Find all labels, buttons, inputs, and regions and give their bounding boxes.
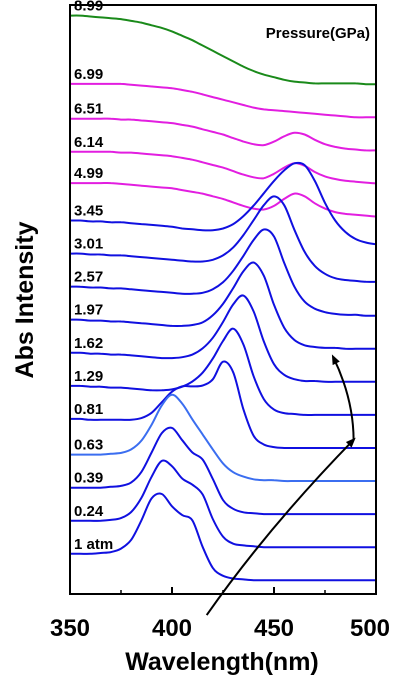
- spectrum-line-6.14: [70, 150, 377, 185]
- y-axis-title: Abs Intensity: [11, 221, 39, 378]
- series-label: 6.99: [74, 66, 103, 83]
- x-tick-label: 400: [152, 615, 192, 642]
- spectrum-line-1.29: [69, 327, 376, 416]
- series-label: 3.01: [74, 236, 103, 253]
- x-tick-label: 450: [254, 615, 294, 642]
- spectrum-line-1.97: [69, 261, 376, 350]
- spectrum-line-3.45: [69, 161, 377, 246]
- pressure-shift-arrow: [205, 437, 356, 616]
- spectrum-line-6.99: [69, 82, 376, 119]
- x-tick-label: 500: [350, 615, 390, 642]
- spectrum-line-1-atm: [69, 492, 376, 582]
- series-label: 0.63: [74, 437, 103, 454]
- series-label: 3.45: [74, 203, 103, 220]
- spectrum-line-4.99: [70, 182, 377, 218]
- spectrum-line-3.01: [69, 195, 377, 283]
- series-label: 4.99: [74, 165, 103, 182]
- spectrum-line-6.51: [69, 117, 377, 152]
- spectrum-line-8.99: [69, 14, 377, 86]
- series-label: 0.39: [74, 470, 103, 487]
- spectrum-line-0.81: [69, 360, 376, 450]
- series-label: 6.51: [74, 101, 103, 118]
- legend-title: Pressure(GPa): [266, 25, 370, 42]
- pressure-shift-arrow: [331, 354, 355, 440]
- series-layer: [69, 14, 377, 582]
- series-label: 1 atm: [74, 536, 113, 553]
- spectrum-line-0.39: [69, 426, 376, 516]
- x-axis-title: Wavelength(nm): [125, 648, 319, 676]
- series-label: 0.24: [74, 503, 104, 520]
- spectrum-line-0.24: [70, 459, 377, 549]
- series-label: 6.14: [74, 134, 104, 151]
- spectrum-line-0.63: [70, 393, 376, 483]
- series-label: 8.99: [74, 0, 103, 15]
- spectrum-line-1.62: [69, 294, 376, 383]
- x-tick-layer: 350 400 450 500: [50, 587, 390, 642]
- spectrum-line-2.57: [69, 228, 377, 317]
- series-label: 2.57: [74, 269, 103, 286]
- plot-frame: [69, 4, 377, 595]
- series-label: 1.29: [74, 368, 103, 385]
- series-label-layer: 8.99 6.99 6.51 6.14 4.99 3.45 3.01 2.57 1.97 1.62…: [74, 0, 113, 553]
- pressure-arrow-layer: [205, 354, 356, 616]
- series-label: 0.81: [74, 401, 103, 418]
- series-label: 1.62: [74, 335, 103, 352]
- x-tick-label: 350: [50, 615, 90, 642]
- series-label: 1.97: [74, 302, 103, 319]
